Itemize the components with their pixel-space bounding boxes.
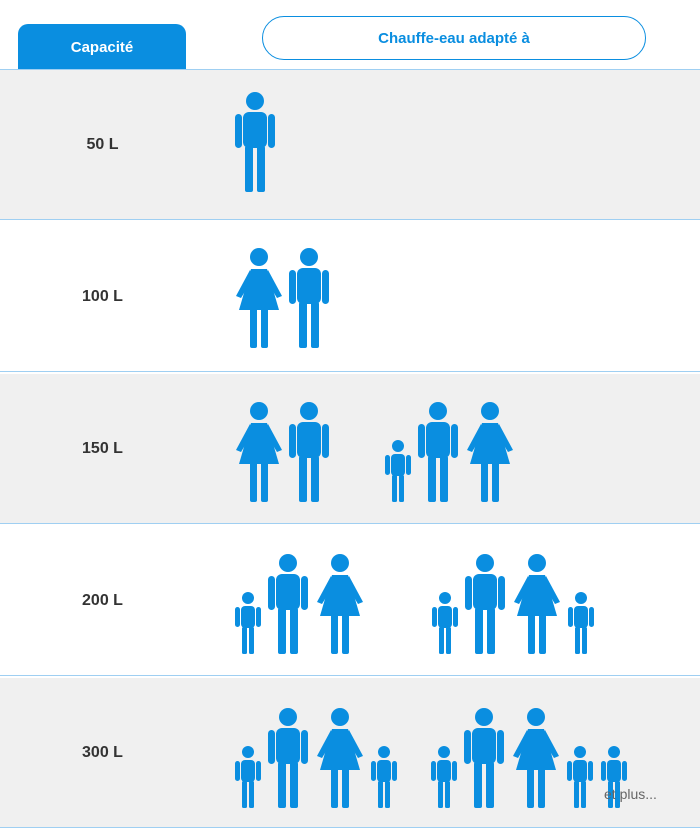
woman-icon <box>514 554 560 654</box>
woman-icon <box>236 402 282 502</box>
woman-icon <box>236 248 282 348</box>
woman-icon <box>317 708 363 808</box>
household-figures <box>236 402 513 502</box>
child-icon <box>568 592 594 654</box>
child-icon <box>601 746 627 808</box>
child-icon <box>235 592 261 654</box>
household-figures <box>235 708 627 808</box>
man-icon <box>268 708 308 808</box>
man-icon <box>289 402 329 502</box>
household-figures <box>235 92 275 192</box>
household-group <box>385 402 513 502</box>
capacity-tab-label: Capacité <box>70 38 134 56</box>
man-icon <box>235 92 275 192</box>
capacity-row: 200 L <box>0 526 700 676</box>
suitable-for-tab-label: Chauffe-eau adapté à <box>378 29 530 47</box>
capacity-row: 300 L et plus... <box>0 678 700 828</box>
suitable-for-tab: Chauffe-eau adapté à <box>262 16 646 60</box>
child-icon <box>567 746 593 808</box>
household-group <box>235 708 397 808</box>
child-icon <box>235 746 261 808</box>
man-icon <box>418 402 458 502</box>
child-icon <box>385 440 411 502</box>
capacity-label: 300 L <box>82 743 123 761</box>
man-icon <box>289 248 329 348</box>
household-group <box>432 554 594 654</box>
household-group <box>235 92 275 192</box>
household-group <box>236 248 329 348</box>
capacity-label: 200 L <box>82 591 123 609</box>
child-icon <box>431 746 457 808</box>
child-icon <box>432 592 458 654</box>
household-group <box>236 402 329 502</box>
man-icon <box>464 708 504 808</box>
child-icon <box>371 746 397 808</box>
capacity-label: 100 L <box>82 287 123 305</box>
woman-icon <box>513 708 559 808</box>
and-more-text: et plus... <box>604 786 657 802</box>
header-divider <box>0 69 700 70</box>
man-icon <box>465 554 505 654</box>
household-figures <box>236 248 329 348</box>
capacity-row: 150 L <box>0 374 700 524</box>
capacity-row: 50 L <box>0 70 700 220</box>
capacity-label: 150 L <box>82 439 123 457</box>
household-group <box>235 554 363 654</box>
woman-icon <box>467 402 513 502</box>
capacity-row: 100 L <box>0 222 700 372</box>
woman-icon <box>317 554 363 654</box>
household-figures <box>235 554 594 654</box>
household-group <box>431 708 627 808</box>
capacity-tab: Capacité <box>18 24 186 70</box>
capacity-label: 50 L <box>86 135 119 153</box>
man-icon <box>268 554 308 654</box>
